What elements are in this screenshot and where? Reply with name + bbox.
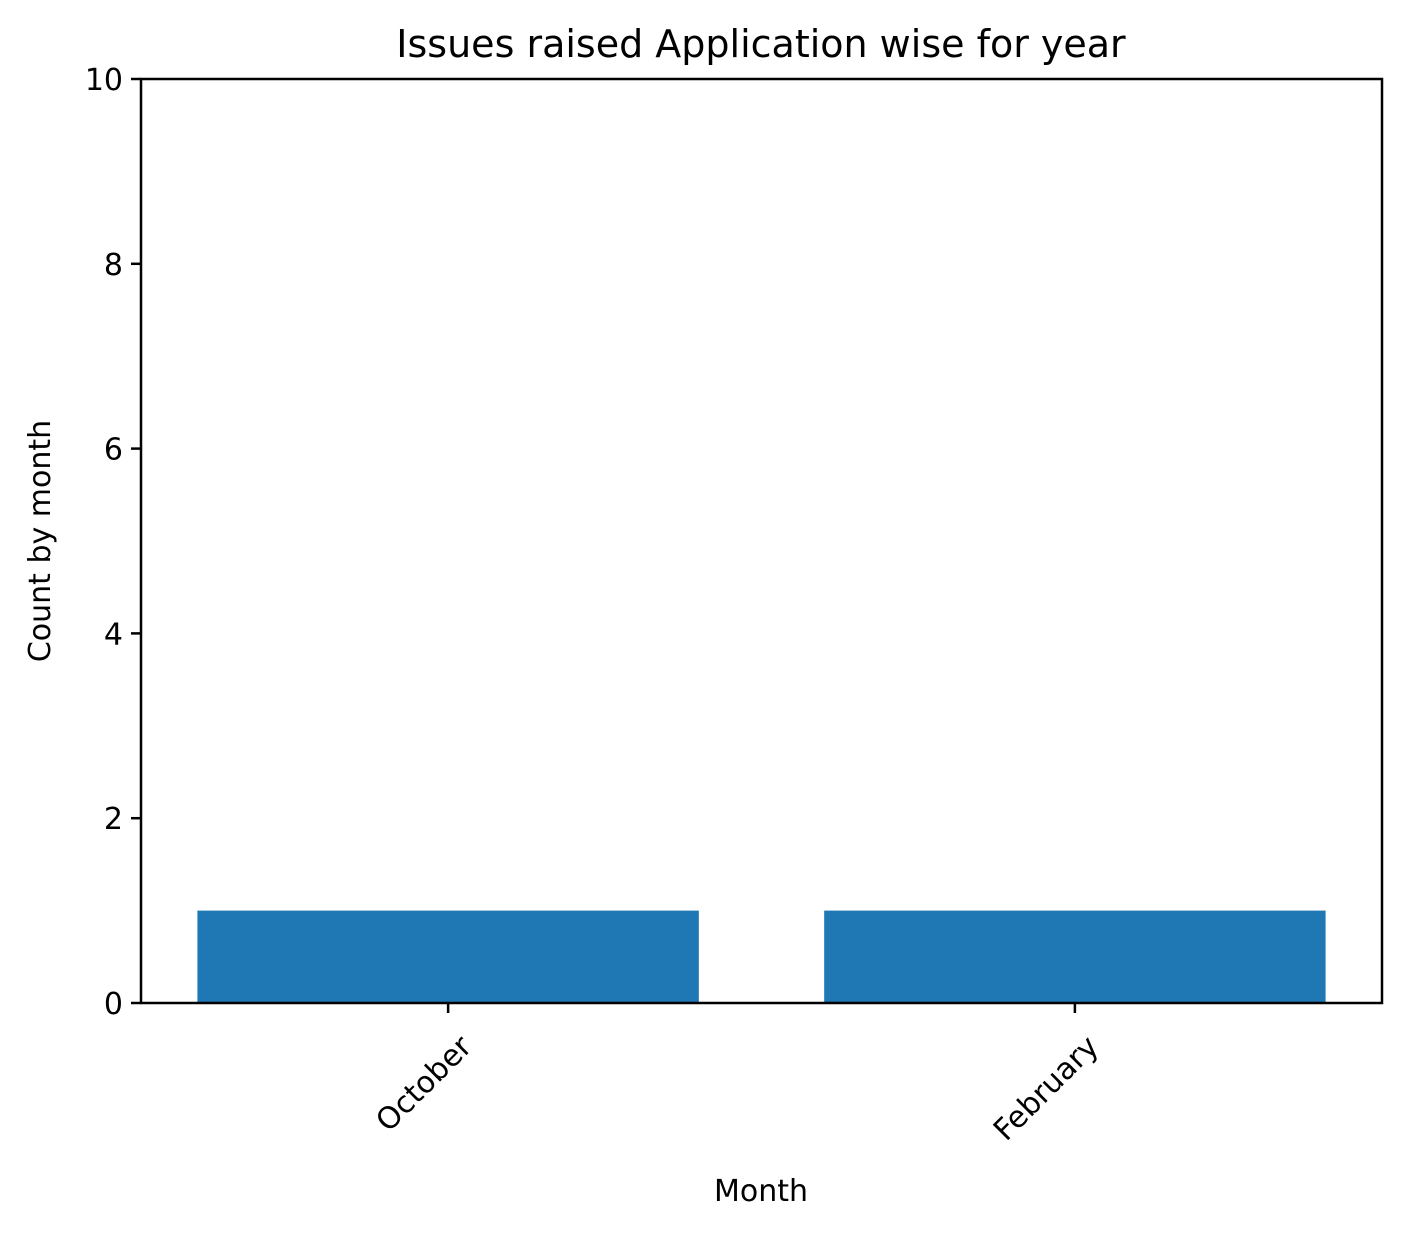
y-axis-label: Count by month bbox=[23, 420, 58, 662]
chart-title: Issues raised Application wise for year bbox=[396, 22, 1126, 66]
bar-february bbox=[824, 910, 1326, 1003]
bar-october bbox=[197, 910, 699, 1003]
x-axis-label: Month bbox=[714, 1174, 808, 1209]
y-tick-label: 6 bbox=[104, 433, 123, 468]
plot-frame bbox=[139, 77, 1384, 1005]
y-axis-ticks: 0 2 4 6 8 10 bbox=[85, 63, 141, 1022]
y-tick-label: 10 bbox=[85, 63, 123, 98]
y-tick-label: 2 bbox=[104, 802, 123, 837]
y-tick-label: 0 bbox=[104, 987, 123, 1022]
bars-group bbox=[197, 910, 1326, 1003]
y-tick-label: 4 bbox=[104, 617, 123, 652]
y-tick-label: 8 bbox=[104, 248, 123, 283]
